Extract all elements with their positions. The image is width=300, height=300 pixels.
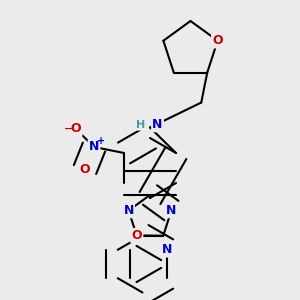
Text: O: O [131, 229, 142, 242]
Text: N: N [162, 243, 172, 256]
Text: N: N [152, 118, 163, 131]
Text: −: − [64, 124, 73, 134]
Text: O: O [71, 122, 81, 136]
Text: O: O [80, 163, 90, 176]
Text: O: O [212, 34, 223, 47]
Text: +: + [98, 136, 106, 146]
Text: N: N [166, 204, 177, 217]
Text: N: N [123, 204, 134, 217]
Text: N: N [89, 140, 99, 154]
Text: H: H [136, 119, 146, 130]
